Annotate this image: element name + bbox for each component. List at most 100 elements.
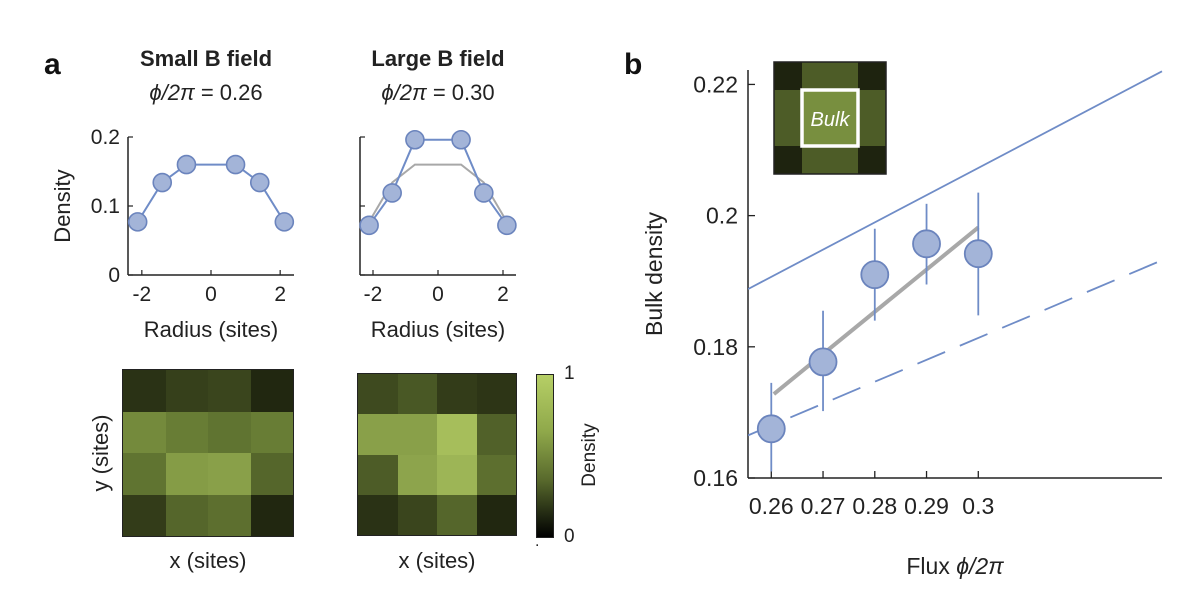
small-field-heatmap-xlabel: x (sites)	[169, 548, 247, 573]
large-field-heatmap-cell	[437, 494, 477, 535]
large-field-profile-point	[451, 129, 471, 150]
large-field-heatmap-cell	[476, 494, 516, 535]
bulk-x-tick-label: 0.28	[852, 493, 897, 519]
inset-cell	[774, 146, 803, 175]
small-field-x-tick-label: -2	[132, 283, 151, 306]
large-field-profile-point	[497, 215, 517, 236]
large-field-heatmap-xlabel: x (sites)	[398, 548, 476, 573]
bulk-data-point	[808, 347, 838, 377]
large-field-profile-point	[405, 129, 425, 150]
small-field-y-tick-label: 0.1	[91, 195, 120, 218]
large-field-profile-point	[474, 183, 494, 203]
small-field-profile-point	[127, 212, 148, 232]
large-field-phi-value: = 0.30	[432, 80, 495, 105]
density-profile-plots: -2 0 2 0 0.1 0.2 Radius (sites) Density -2 0 2 Radi…	[50, 126, 517, 342]
large-field-heatmap-cell	[476, 414, 516, 455]
large-field-heatmap-cell	[397, 494, 437, 535]
inset-frame	[773, 61, 887, 175]
inset-cell	[774, 118, 803, 147]
bulk-y-tick-label: 0.22	[693, 71, 738, 97]
small-field-xlabel: Radius (sites)	[144, 317, 278, 342]
small-field-heatmap-cell	[123, 411, 166, 453]
large-field-phi: ϕ/2π = 0.30	[328, 80, 548, 106]
large-field-heatmap-cell	[397, 414, 437, 455]
density-colorbar	[536, 374, 554, 538]
large-field-heatmap-cell	[437, 374, 477, 415]
inset-cell	[802, 90, 831, 119]
large-field-heatmap-cell	[476, 374, 516, 415]
small-field-heatmap-cell	[250, 411, 293, 453]
heatmap-ylabel: y (sites)	[88, 414, 113, 492]
panel-a-letter: a	[44, 48, 61, 81]
colorbar-dot: .	[535, 533, 540, 550]
bulk-xlabel-text: Flux	[906, 553, 956, 579]
small-field-profile-point	[274, 212, 295, 232]
large-field-xlabel: Radius (sites)	[371, 317, 505, 342]
inset-cell	[830, 118, 859, 147]
small-field-phi-symbol: ϕ/2π	[149, 80, 195, 105]
large-field-heatmap-cell	[358, 414, 398, 455]
bulk-xlabel: Flux ϕ/2π	[906, 553, 1004, 579]
large-field-heatmap	[357, 373, 517, 536]
colorbar-label: Density	[579, 423, 600, 487]
small-field-heatmap-cell	[208, 494, 251, 536]
small-field-heatmap-cell	[250, 370, 293, 412]
inset-bulk-label: Bulk	[811, 109, 851, 131]
large-field-x-tick-label: 2	[497, 283, 509, 306]
large-field-profile-point	[359, 215, 379, 236]
small-field-heatmap	[122, 369, 294, 537]
small-field-phi-value: = 0.26	[200, 80, 263, 105]
small-field-heatmap-cell	[208, 453, 251, 495]
small-field-heatmap-cell	[165, 494, 208, 536]
small-field-phi: ϕ/2π = 0.26	[96, 80, 316, 106]
bulk-x-tick-label: 0.3	[962, 493, 994, 519]
bulk-y-tick-label: 0.18	[693, 334, 738, 360]
large-field-heatmap-cell	[437, 414, 477, 455]
large-field-title: Large B field	[371, 46, 505, 71]
large-field-profile-line	[368, 138, 508, 226]
small-field-x-tick-label: 2	[274, 283, 286, 306]
bulk-data-point	[963, 239, 993, 269]
bulk-data-point	[912, 229, 941, 259]
inset-cell	[830, 146, 859, 175]
small-field-heatmap-cell	[123, 370, 166, 412]
small-field-heatmap-cell	[208, 411, 251, 453]
large-field-x-tick-label: -2	[364, 283, 383, 306]
bulk-y-tick-label: 0.16	[693, 465, 738, 491]
large-field-heatmap-cell	[476, 454, 516, 495]
small-field-x-tick-label: 0	[205, 283, 217, 306]
bulk-x-tick-label: 0.27	[801, 493, 846, 519]
bulk-ylabel: Bulk density	[641, 212, 667, 337]
large-field-heatmap-cell	[397, 454, 437, 495]
small-field-profile-point	[249, 172, 270, 193]
bulk-density-chart: 0.16 0.18 0.2 0.22 0.26 0.27 0.28 0.29 0.3 Bulk d…	[641, 61, 1163, 579]
bulk-x-tick-label: 0.29	[904, 493, 949, 519]
small-field-heatmap-cell	[123, 494, 166, 536]
large-field-heatmap-cell	[358, 454, 398, 495]
bulk-upper-solid-blue-line	[748, 70, 1163, 290]
bulk-data-point	[860, 260, 890, 290]
inset-cell	[830, 90, 859, 119]
bulk-xlabel-symbol: ϕ/2π	[956, 553, 1004, 579]
large-field-heatmap-cell	[358, 374, 398, 415]
inset-cell	[858, 62, 887, 91]
inset-cell	[802, 62, 831, 91]
small-field-profile-point	[152, 172, 173, 193]
colorbar-max-label: 1	[564, 363, 575, 384]
inset-cell	[774, 90, 803, 119]
small-field-profile-point	[176, 154, 197, 175]
inset-cell	[802, 118, 831, 147]
small-field-ylabel: Density	[50, 169, 75, 242]
bulk-dashed-blue-line	[748, 259, 1163, 437]
bulk-data-point	[756, 414, 786, 444]
large-field-x-tick-label: 0	[432, 283, 444, 306]
large-field-phi-symbol: ϕ/2π	[381, 80, 427, 105]
panel-b-letter: b	[624, 48, 643, 81]
small-field-y-tick-label: 0.2	[91, 126, 120, 149]
bulk-y-tick-label: 0.2	[706, 203, 738, 229]
small-field-y-tick-label: 0	[108, 264, 120, 287]
bulk-x-tick-label: 0.26	[749, 493, 794, 519]
inset-cell	[802, 146, 831, 175]
small-field-title: Small B field	[139, 46, 273, 71]
bulk-gray-fit-line	[772, 225, 980, 396]
